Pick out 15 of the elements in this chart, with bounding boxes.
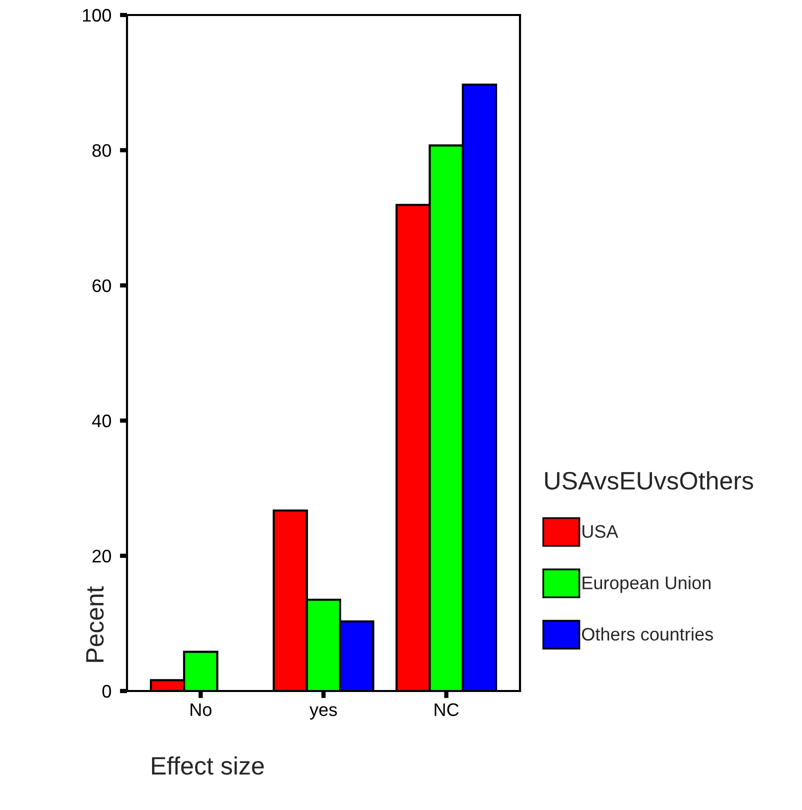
y-tick-label: 0: [102, 684, 112, 698]
y-tick-label: 40: [92, 414, 112, 428]
y-tick-label: 20: [92, 550, 112, 563]
y-tick-label: 60: [92, 279, 112, 292]
y-axis-title: Pecent: [86, 586, 104, 662]
x-tick-label: NC: [434, 703, 459, 716]
legend-label: Others countries: [582, 627, 713, 641]
x-axis-title: Effect size: [152, 756, 264, 775]
legend-label: USA: [582, 525, 618, 538]
x-tick-label: No: [190, 703, 212, 716]
y-tick-label: 100: [82, 8, 112, 22]
x-tick-label: yes: [309, 706, 337, 720]
y-tick-label: 80: [92, 144, 112, 157]
legend-title: USAvsEUvsOthers: [545, 471, 754, 490]
legend-label: European Union: [582, 576, 710, 593]
